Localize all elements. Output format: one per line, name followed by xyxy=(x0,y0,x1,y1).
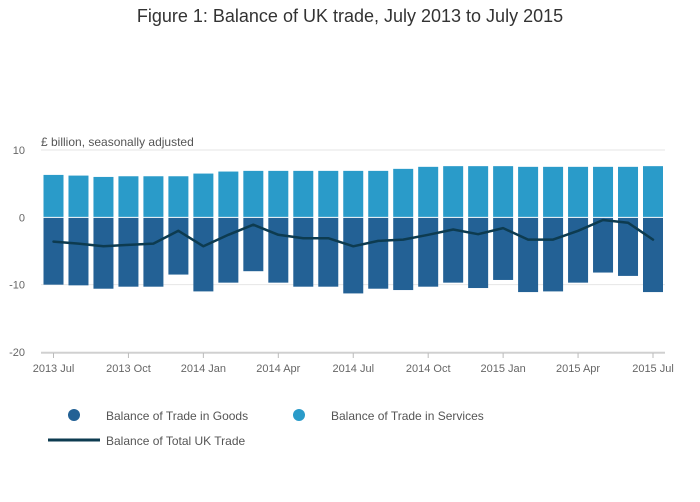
x-tick-label: 2015 Jan xyxy=(480,363,525,375)
bar-services[interactable] xyxy=(93,176,114,218)
bar-goods[interactable] xyxy=(193,217,214,292)
x-tick-label: 2014 Apr xyxy=(256,363,300,375)
legend-label: Balance of Trade in Goods xyxy=(106,409,248,423)
x-tick-label: 2014 Jan xyxy=(181,363,226,375)
bar-services[interactable] xyxy=(493,166,514,218)
bar-goods[interactable] xyxy=(468,217,489,289)
bar-goods[interactable] xyxy=(118,217,139,287)
bar-goods[interactable] xyxy=(343,217,364,294)
legend-label: Balance of Trade in Services xyxy=(331,409,484,423)
y-tick-label: -10 xyxy=(9,280,25,292)
bar-goods[interactable] xyxy=(243,217,264,272)
y-tick-label: 10 xyxy=(13,145,25,157)
bar-services[interactable] xyxy=(618,166,639,218)
bar-goods[interactable] xyxy=(393,217,414,291)
bar-services[interactable] xyxy=(518,166,539,218)
bar-services[interactable] xyxy=(118,176,139,218)
bar-services[interactable] xyxy=(593,166,614,218)
bar-goods[interactable] xyxy=(218,217,239,283)
bar-services[interactable] xyxy=(168,176,189,218)
bar-services[interactable] xyxy=(543,166,564,218)
y-axis-unit-label: £ billion, seasonally adjusted xyxy=(41,135,194,149)
y-axis: 10 0 -10 -20 xyxy=(9,145,25,359)
bar-goods[interactable] xyxy=(593,217,614,273)
legend-item[interactable]: Balance of Total UK Trade xyxy=(48,434,246,448)
bar-services[interactable] xyxy=(193,173,214,218)
bar-services[interactable] xyxy=(268,170,289,218)
bar-goods[interactable] xyxy=(368,217,389,289)
bar-services[interactable] xyxy=(368,170,389,218)
bar-goods[interactable] xyxy=(643,217,663,293)
legend: Balance of Trade in Goods Balance of Trad… xyxy=(48,409,484,448)
y-tick-label: -20 xyxy=(9,347,25,359)
legend-label: Balance of Total UK Trade xyxy=(106,434,246,448)
bar-goods[interactable] xyxy=(493,217,514,280)
legend-item[interactable]: Balance of Trade in Services xyxy=(293,409,484,423)
x-tick-label: 2015 Apr xyxy=(556,363,600,375)
bar-services[interactable] xyxy=(318,170,339,218)
total-line xyxy=(52,218,655,248)
bar-goods[interactable] xyxy=(43,217,64,285)
bar-goods[interactable] xyxy=(618,217,639,276)
bar-services[interactable] xyxy=(43,174,64,218)
bar-goods[interactable] xyxy=(143,217,164,287)
legend-item[interactable]: Balance of Trade in Goods xyxy=(68,409,248,423)
bar-services[interactable] xyxy=(218,171,239,218)
bar-services[interactable] xyxy=(643,166,663,218)
y-tick-label: 0 xyxy=(19,212,25,224)
bar-goods[interactable] xyxy=(93,217,114,289)
bar-services[interactable] xyxy=(143,176,164,218)
x-tick-label: 2013 Jul xyxy=(33,363,75,375)
bar-services[interactable] xyxy=(68,175,89,218)
x-tick-label: 2014 Oct xyxy=(406,363,451,375)
bar-goods[interactable] xyxy=(268,217,289,283)
bar-goods[interactable] xyxy=(318,217,339,287)
bar-services[interactable] xyxy=(393,168,414,218)
bar-goods[interactable] xyxy=(518,217,539,293)
bars xyxy=(43,166,663,294)
x-tick-label: 2013 Oct xyxy=(106,363,151,375)
legend-marker xyxy=(68,409,80,421)
bar-services[interactable] xyxy=(443,166,464,218)
bar-services[interactable] xyxy=(243,170,264,218)
bar-services[interactable] xyxy=(568,166,589,218)
chart-title: Figure 1: Balance of UK trade, July 2013… xyxy=(136,6,564,26)
bar-services[interactable] xyxy=(343,170,364,218)
bar-goods[interactable] xyxy=(443,217,464,283)
bar-goods[interactable] xyxy=(68,217,89,286)
x-axis: 2013 Jul 2013 Oct 2014 Jan 2014 Apr 2014 Jul… xyxy=(33,352,674,375)
bar-services[interactable] xyxy=(468,166,489,218)
x-tick-label: 2015 Jul xyxy=(632,363,674,375)
bar-goods[interactable] xyxy=(293,217,314,287)
bar-services[interactable] xyxy=(293,170,314,218)
bar-services[interactable] xyxy=(418,166,439,218)
x-tick-label: 2014 Jul xyxy=(332,363,374,375)
bar-goods[interactable] xyxy=(418,217,439,287)
bar-goods[interactable] xyxy=(543,217,564,292)
line-total-trade[interactable] xyxy=(52,218,655,248)
legend-marker xyxy=(293,409,305,421)
bar-goods[interactable] xyxy=(168,217,189,275)
